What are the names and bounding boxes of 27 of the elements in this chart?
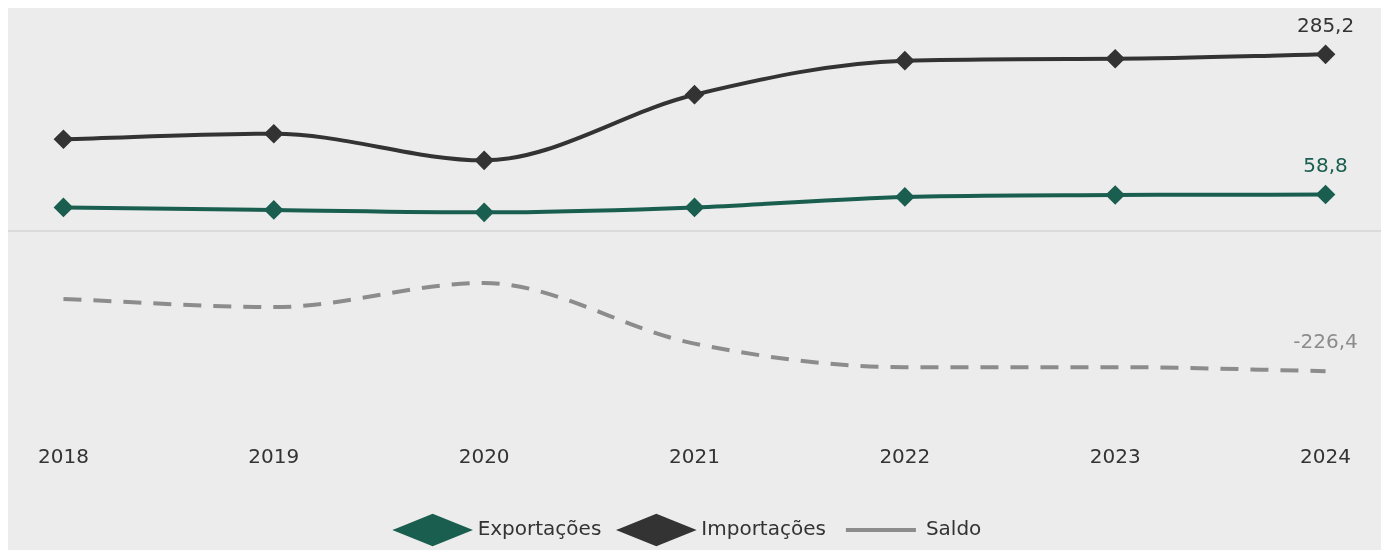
x-tick-label: 2019 bbox=[248, 444, 300, 469]
x-tick-label: 2024 bbox=[1300, 444, 1351, 469]
point bbox=[685, 85, 704, 104]
point bbox=[1316, 185, 1335, 204]
legend-label: Saldo bbox=[925, 516, 982, 541]
point bbox=[475, 151, 494, 170]
data-label: 58,8 bbox=[1303, 152, 1348, 177]
x-tick-label: 2022 bbox=[879, 444, 931, 469]
point bbox=[264, 200, 283, 219]
x-tick-label: 2023 bbox=[1089, 444, 1141, 469]
point bbox=[54, 130, 73, 149]
x-tick-label: 2018 bbox=[38, 444, 89, 469]
point bbox=[475, 203, 494, 222]
legend-label: Importações bbox=[701, 516, 826, 541]
point bbox=[1106, 186, 1125, 205]
point bbox=[264, 124, 283, 143]
point bbox=[685, 198, 704, 217]
data-label: 285,2 bbox=[1296, 12, 1355, 37]
point bbox=[1316, 45, 1335, 64]
data-label: -226,4 bbox=[1293, 329, 1358, 354]
legend-label: Exportações bbox=[477, 516, 602, 541]
point bbox=[54, 198, 73, 217]
x-tick-label: 2020 bbox=[458, 444, 510, 469]
point bbox=[895, 187, 914, 206]
point bbox=[895, 51, 914, 70]
point bbox=[1106, 49, 1125, 68]
x-tick-label: 2021 bbox=[669, 444, 720, 469]
